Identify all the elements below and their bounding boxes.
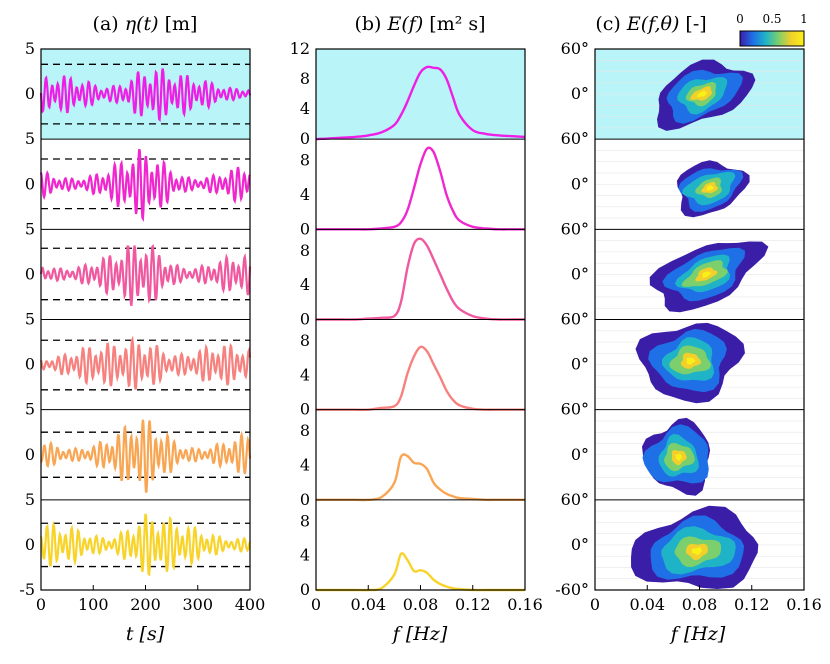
spectrum-series-line	[315, 345, 525, 412]
panel-c-xtick-label: 0.12	[734, 595, 770, 614]
panel-b-ytick-label: 8	[300, 69, 310, 88]
panel-b-ytick-label: 8	[300, 421, 310, 440]
panel-a-ytick-label: 0	[25, 264, 35, 283]
panel-c-ytick-label: 60°	[561, 219, 589, 238]
colorbar-gradient	[739, 30, 805, 47]
panel-c-xtick-label: 0.04	[629, 595, 665, 614]
panel-b-ytick-label: 0	[300, 219, 310, 238]
panel-b-xtick-label: 0.12	[455, 595, 491, 614]
panel-b-ytick-label: 4	[300, 546, 310, 565]
panel-c-frame	[594, 48, 805, 591]
colorbar-tick-label: 0	[736, 12, 744, 26]
panel-a-xtick-label: 400	[235, 595, 266, 614]
panel-b-xlabel: f [Hz]	[391, 623, 448, 645]
panel-b-ytick-label: 12	[290, 39, 310, 58]
panel-b-title: (b) E(f) [m² s]	[354, 13, 485, 35]
panel-c-xlabel: f [Hz]	[669, 623, 726, 645]
panel-a-xtick-label: 100	[78, 595, 109, 614]
wave-series-line	[40, 419, 252, 493]
panel-c-ytick-label: 0°	[571, 355, 589, 374]
spectrum-series-line	[316, 552, 525, 592]
panel-c-ytick-label: 0°	[571, 174, 589, 193]
panel-b-xtick-label: 0.16	[507, 595, 543, 614]
panel-b-xtick-label: 0	[311, 595, 321, 614]
panel-c-ytick-label: 0°	[571, 445, 589, 464]
wave-series-line	[39, 148, 251, 222]
panel-a-title: (a) η(t) [m]	[93, 13, 198, 35]
panel-b-ytick-label: 4	[300, 365, 310, 384]
panel-b-frame	[315, 48, 526, 591]
contour-level	[706, 185, 714, 191]
panel-c-xtick-label: 0	[590, 595, 600, 614]
colorbar: 0 0.5 1	[736, 12, 808, 47]
panel-a-ytick-label: 5	[25, 490, 35, 509]
panel-a-ytick-label: 5	[25, 400, 35, 419]
spectrum-series-line	[315, 65, 526, 141]
panel-b-xtick-label: 0.04	[350, 595, 386, 614]
panel-b-ytick-label: 4	[300, 185, 310, 204]
panel-a-ytick-label: 0	[25, 174, 35, 193]
panel-c-ytick-label: -60°	[555, 580, 589, 599]
panel-b-ytick-label: 0	[300, 129, 310, 148]
panel-c-xtick-label: 0.16	[786, 595, 822, 614]
panel-a-ytick-label: 5	[25, 129, 35, 148]
spectrum-series-line	[315, 146, 525, 231]
contour-level	[702, 271, 712, 278]
highlight-band	[316, 49, 525, 140]
colorbar-tick-label: 1	[800, 12, 808, 26]
panel-b-ytick-label: 0	[300, 580, 310, 599]
panel-b-ytick-label: 8	[300, 511, 310, 530]
panel-a-ytick-label: 0	[25, 355, 35, 374]
panel-a-ytick-label: 0	[25, 535, 35, 554]
panel-a-frame	[40, 48, 251, 591]
panel-b-ytick-label: 8	[300, 241, 310, 260]
panel-b-ytick-label: 0	[300, 310, 310, 329]
panel-a-ytick-label: -5	[19, 580, 35, 599]
wave-series-line	[39, 335, 252, 390]
wave-series-line	[39, 513, 252, 577]
panel-c-ytick-label: 0°	[571, 84, 589, 103]
panel-b-xtick-label: 0.08	[403, 595, 439, 614]
contour-level	[686, 357, 696, 365]
wave-series-line	[39, 243, 252, 307]
panel-a-ytick-label: 5	[25, 219, 35, 238]
panel-c-ytick-label: 60°	[561, 490, 589, 509]
colorbar-tick-label: 0.5	[762, 12, 781, 26]
panel-a-xlabel: t [s]	[126, 623, 165, 645]
panel-b-ytick-label: 8	[300, 151, 310, 170]
spectrum-series-line	[315, 453, 525, 502]
panel-b-ytick-label: 4	[300, 99, 310, 118]
contour-level	[675, 453, 682, 461]
panel-b-ytick-label: 4	[300, 455, 310, 474]
panel-b-ytick-label: 0	[300, 490, 310, 509]
panel-b-ytick-label: 8	[300, 331, 310, 350]
panel-c-xtick-label: 0.08	[682, 595, 718, 614]
panel-a-xtick-label: 300	[182, 595, 213, 614]
panel-c-ytick-label: 0°	[571, 535, 589, 554]
panel-c-ytick-label: 60°	[561, 310, 589, 329]
panel-b-ytick-label: 4	[300, 275, 310, 294]
panel-a-ytick-label: 0	[25, 445, 35, 464]
panel-a-ytick-label: 0	[25, 84, 35, 103]
panel-c-directional-spectra: 60° 0° 60° 0° 60° 0° 60° 0° 60° 0° 60° 0° -60°0 0.04 0…	[555, 39, 822, 614]
contour-level	[696, 90, 707, 98]
spectrum-series-line	[315, 237, 525, 321]
panel-a-xtick-label: 0	[36, 595, 46, 614]
panel-c-title: (c) E(f,θ) [-]	[595, 13, 706, 35]
wave-series-line	[39, 68, 252, 122]
contour-level	[691, 547, 702, 555]
panel-c-ytick-label: 60°	[561, 39, 589, 58]
panel-c-ytick-label: 0°	[571, 264, 589, 283]
panel-a-xtick-label: 200	[130, 595, 161, 614]
panel-b-ytick-label: 0	[300, 400, 310, 419]
panel-a-ytick-label: 5	[25, 39, 35, 58]
panel-c-ytick-label: 60°	[561, 129, 589, 148]
panel-a-ytick-label: 5	[25, 310, 35, 329]
panel-c-ytick-label: 60°	[561, 400, 589, 419]
